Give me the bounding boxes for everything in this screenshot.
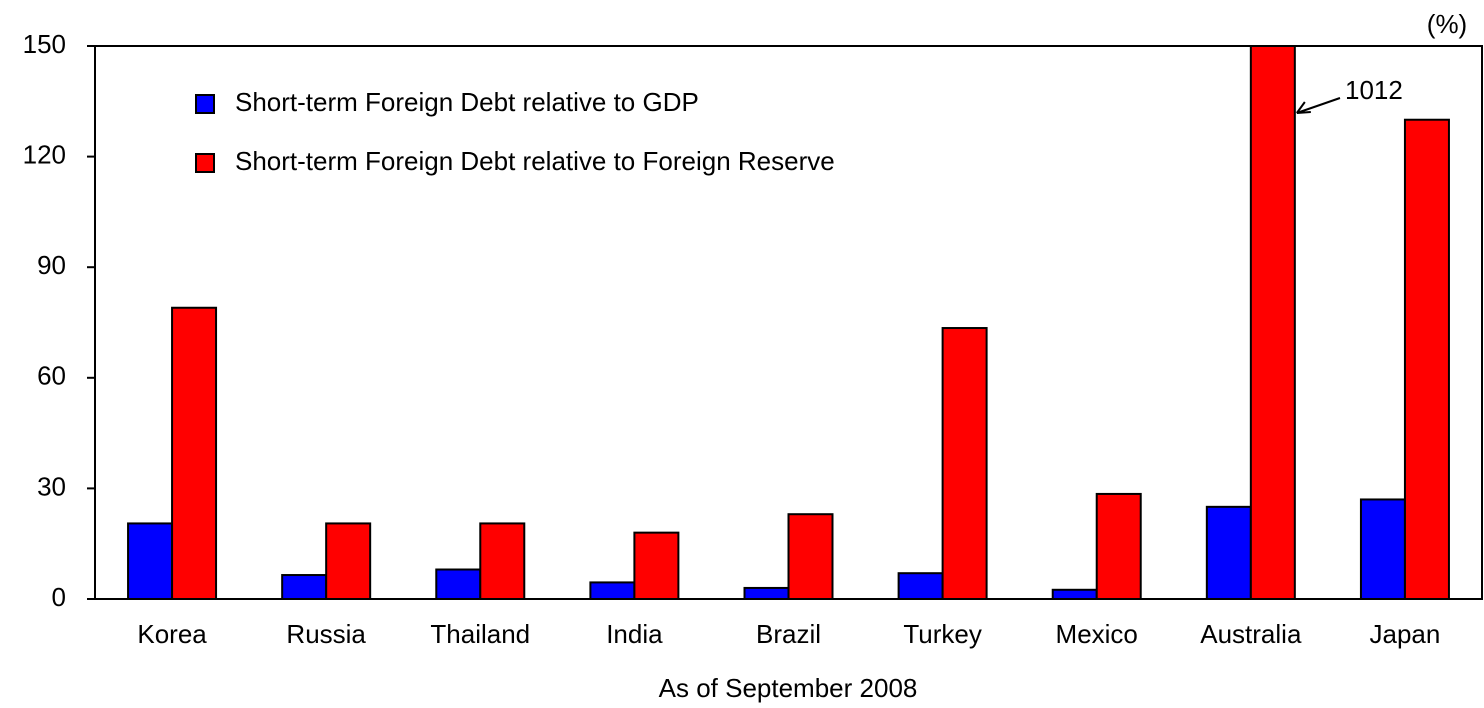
x-tick-label: Turkey xyxy=(903,619,982,649)
bar xyxy=(479,522,526,599)
legend-swatch xyxy=(195,153,215,173)
legend-label: Short-term Foreign Debt relative to Fore… xyxy=(235,146,835,176)
bar xyxy=(897,572,944,599)
bar xyxy=(1205,505,1252,599)
plot-area xyxy=(127,46,1450,599)
x-tick-label: Korea xyxy=(137,619,207,649)
bar xyxy=(787,513,834,599)
x-tick-label: Thailand xyxy=(430,619,530,649)
bar xyxy=(171,306,218,599)
bar xyxy=(633,531,680,599)
bar xyxy=(941,327,988,599)
annotation-arrowhead xyxy=(1296,101,1311,114)
x-tick-label: India xyxy=(606,619,663,649)
y-axis-label: (%) xyxy=(1427,9,1467,39)
bar xyxy=(1403,118,1450,599)
plot-frame xyxy=(94,45,1483,600)
x-tick-label: Japan xyxy=(1370,619,1441,649)
legend-label: Short-term Foreign Debt relative to GDP xyxy=(235,87,699,117)
bar xyxy=(281,574,328,599)
annotation-arrow xyxy=(1296,97,1341,114)
x-tick-label: Australia xyxy=(1200,619,1302,649)
bar xyxy=(743,586,790,599)
bar xyxy=(1051,588,1098,599)
y-tick-label: 150 xyxy=(23,29,66,59)
x-tick-label: Russia xyxy=(286,619,366,649)
bar xyxy=(1359,498,1406,599)
x-tick-label: Mexico xyxy=(1056,619,1138,649)
y-tick-label: 60 xyxy=(37,361,66,391)
x-tick-label: Brazil xyxy=(756,619,821,649)
bar xyxy=(1249,46,1296,599)
y-tick-label: 90 xyxy=(37,250,66,280)
bar xyxy=(589,581,636,599)
bar xyxy=(435,568,482,599)
bar xyxy=(325,522,372,599)
y-tick-label: 120 xyxy=(23,139,66,169)
data-label: 1012 xyxy=(1345,75,1403,105)
y-tick-label: 0 xyxy=(52,582,66,612)
bar xyxy=(127,522,174,599)
y-tick-label: 30 xyxy=(37,471,66,501)
bar xyxy=(1095,492,1142,599)
legend-swatch xyxy=(195,94,215,114)
x-axis-label: As of September 2008 xyxy=(659,673,918,703)
